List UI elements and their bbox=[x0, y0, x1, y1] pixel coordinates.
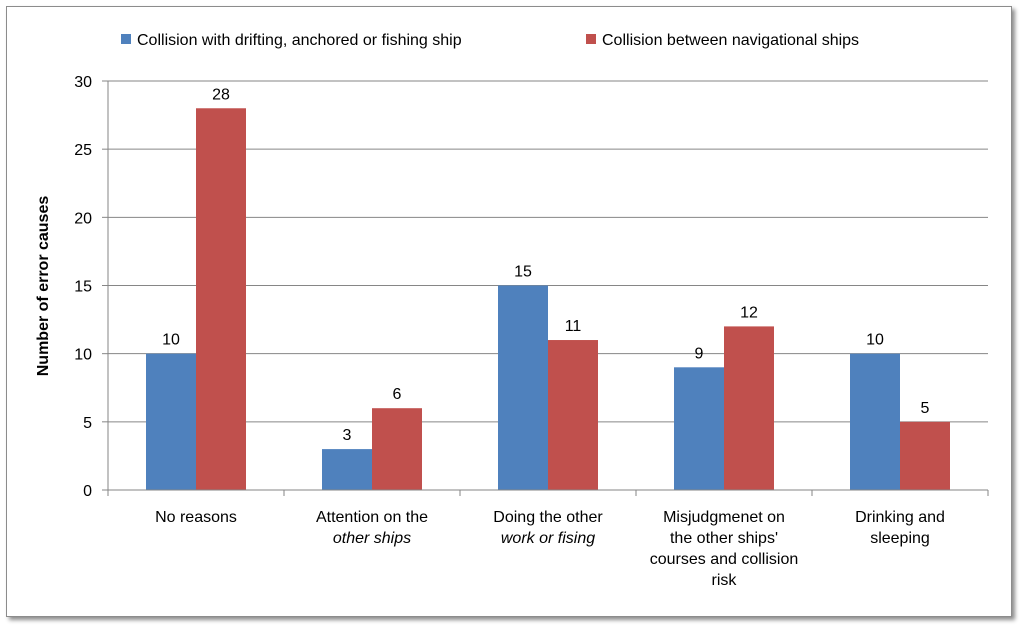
x-tick-label: Drinking and bbox=[855, 509, 945, 526]
legend: Collision with drifting, anchored or fis… bbox=[121, 32, 859, 49]
y-tick-label: 15 bbox=[74, 279, 92, 296]
bar bbox=[900, 421, 950, 490]
y-tick-label: 30 bbox=[74, 74, 92, 91]
data-label: 9 bbox=[695, 345, 704, 362]
y-tick-label: 5 bbox=[83, 415, 92, 432]
data-label: 11 bbox=[565, 318, 582, 335]
data-label: 15 bbox=[514, 264, 532, 281]
bar bbox=[498, 285, 548, 490]
bar bbox=[196, 108, 246, 491]
data-label: 10 bbox=[162, 332, 180, 349]
bar bbox=[372, 408, 422, 490]
y-tick-label: 0 bbox=[83, 483, 92, 500]
x-tick-label: the other ships' bbox=[670, 530, 778, 547]
data-label: 10 bbox=[866, 332, 884, 349]
legend-label: Collision between navigational ships bbox=[602, 32, 859, 49]
legend-swatch bbox=[121, 34, 131, 44]
axes bbox=[107, 81, 989, 496]
bars bbox=[146, 108, 950, 491]
data-label: 3 bbox=[343, 427, 352, 444]
data-label: 6 bbox=[393, 386, 402, 403]
x-tick-label: Doing the other bbox=[493, 509, 603, 526]
x-tick-label: work or fising bbox=[501, 530, 595, 547]
x-tick-label: other ships bbox=[333, 530, 411, 547]
data-label: 28 bbox=[212, 86, 230, 103]
labels: 0 5 10 15 20 25 30 10 3 15 9 10 28 6 11 12 5 No reasons At… bbox=[74, 74, 945, 589]
bar bbox=[146, 353, 196, 490]
bar bbox=[322, 449, 372, 490]
x-tick-label: Misjudgmenet on bbox=[663, 509, 785, 526]
x-tick-label: Attention on the bbox=[316, 509, 428, 526]
legend-label: Collision with drifting, anchored or fis… bbox=[137, 32, 462, 49]
y-axis-title: Number of error causes bbox=[35, 196, 52, 377]
bar bbox=[674, 367, 724, 490]
y-tick-label: 25 bbox=[74, 142, 92, 159]
bar bbox=[548, 340, 598, 490]
bar bbox=[850, 353, 900, 490]
x-tick-label: risk bbox=[712, 572, 738, 589]
x-tick-label: No reasons bbox=[155, 509, 237, 526]
y-tick-label: 20 bbox=[74, 210, 92, 227]
bar bbox=[724, 326, 774, 490]
data-label: 12 bbox=[740, 304, 758, 321]
x-tick-label: courses and collision bbox=[650, 551, 799, 568]
data-label: 5 bbox=[921, 400, 930, 417]
y-tick-label: 10 bbox=[74, 347, 92, 364]
legend-swatch bbox=[586, 34, 596, 44]
x-tick-label: sleeping bbox=[870, 530, 930, 547]
